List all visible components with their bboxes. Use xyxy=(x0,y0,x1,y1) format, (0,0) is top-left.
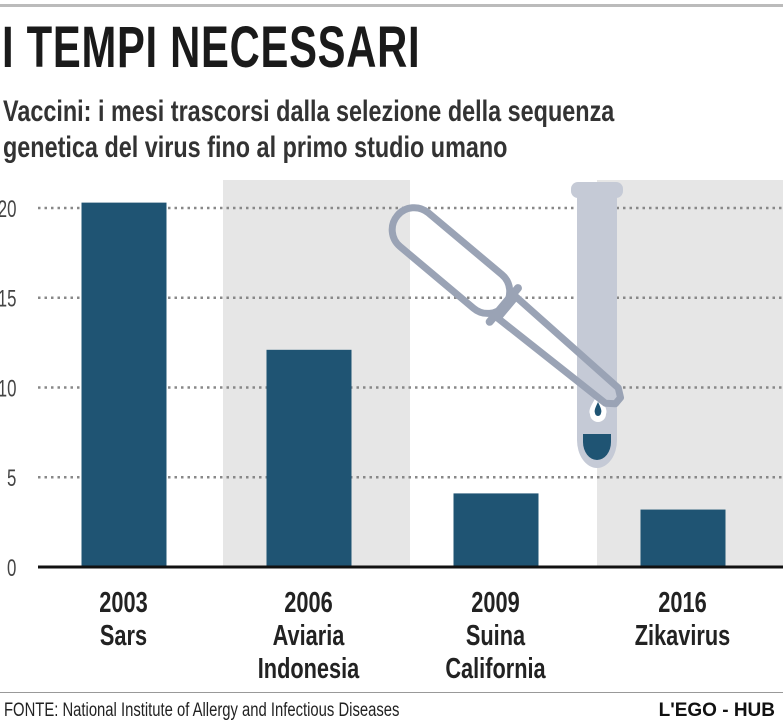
source-label: FONTE: xyxy=(4,700,59,721)
subtitle-line-2: genetica del virus fino al primo studio … xyxy=(3,131,508,164)
x-tick-label: Aviaria xyxy=(273,620,345,652)
x-tick-year: 2016 xyxy=(658,587,706,619)
subtitle-line-1: Vaccini: i mesi trascorsi dalla selezion… xyxy=(3,95,615,128)
x-tick-label: Suina xyxy=(466,620,526,652)
pipette-part xyxy=(494,293,625,408)
pipette-icon xyxy=(388,204,625,408)
bar-zikavirus xyxy=(640,509,726,567)
bar-aviaria xyxy=(266,349,352,567)
y-tick-label: 15 xyxy=(0,286,16,313)
source-note: FONTE: National Institute of Allergy and… xyxy=(4,700,399,722)
test-tube-icon xyxy=(577,190,617,468)
y-tick-label: 20 xyxy=(0,196,16,223)
bar-suina xyxy=(453,493,539,567)
y-tick-label: 5 xyxy=(7,465,16,492)
drop-inner xyxy=(594,402,602,416)
pipette-part xyxy=(485,284,522,326)
y-tick-label: 0 xyxy=(7,555,16,582)
x-tick-label: Sars xyxy=(100,620,147,652)
y-tick-label: 10 xyxy=(0,376,16,403)
x-tick-label: Indonesia xyxy=(258,653,360,685)
x-tick-label: Zikavirus xyxy=(635,620,730,652)
test-tube-liquid xyxy=(583,434,611,460)
x-tick-year: 2009 xyxy=(471,587,519,619)
x-tick-year: 2006 xyxy=(284,587,332,619)
chart-subtitle: Vaccini: i mesi trascorsi dalla selezion… xyxy=(3,94,614,166)
column-band xyxy=(597,180,783,567)
bar-sars xyxy=(81,202,167,568)
x-tick-label: California xyxy=(445,653,546,685)
top-rule xyxy=(0,4,783,7)
footer-rule xyxy=(0,692,783,693)
brand-logo: L'EGO - HUB xyxy=(658,700,775,721)
x-tick-year: 2003 xyxy=(99,587,147,619)
chart-title: I TEMPI NECESSARI xyxy=(2,15,421,80)
source-text: National Institute of Allergy and Infect… xyxy=(62,700,400,721)
